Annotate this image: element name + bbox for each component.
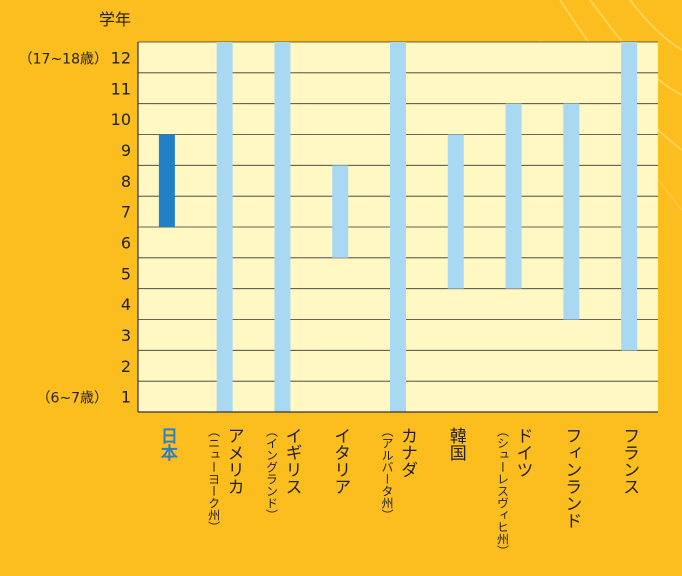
- bar: [563, 103, 580, 320]
- x-category-label: ドイツ（シューレスヴィヒ州）: [496, 425, 533, 557]
- bar: [505, 103, 522, 289]
- y-tick-label: 2: [121, 357, 131, 376]
- x-category-labels: 日本 アメリカ（ニューヨーク州） イギリス（イングランド） イタリア カナダ（アルバータ…: [157, 425, 639, 557]
- y-tick-labels: 1 （6~7歳） 2 3 4 5 6 7 8 9 10 11 12（17~18歳）: [19, 48, 131, 406]
- y-tick-note: （6~7歳）: [36, 391, 108, 407]
- category-name: 韓国: [446, 427, 467, 461]
- x-category-label: 日本: [157, 427, 178, 462]
- x-category-label: アメリカ（ニューヨーク州）: [207, 425, 244, 533]
- bar: [390, 42, 406, 412]
- x-category-label: 韓国: [446, 427, 467, 461]
- category-subname: （イングランド）: [264, 425, 278, 521]
- bar: [332, 165, 349, 258]
- y-tick-label: 1: [121, 388, 131, 407]
- bars: [158, 42, 638, 412]
- x-category-label: フィンランド: [561, 427, 581, 529]
- bar: [621, 42, 638, 351]
- category-name: 日本: [157, 427, 178, 462]
- y-tick-label: 6: [121, 233, 131, 252]
- y-tick-label: 12: [111, 48, 131, 67]
- x-category-label: フランス: [619, 427, 639, 495]
- bar: [447, 134, 464, 289]
- x-category-label: カナダ（アルバータ州）: [380, 425, 417, 521]
- category-subname: （ニューヨーク州）: [207, 425, 221, 533]
- y-tick-label: 5: [121, 264, 131, 283]
- category-name: イタリア: [330, 427, 350, 495]
- y-tick-label: 3: [121, 326, 131, 345]
- category-name: フィンランド: [561, 427, 581, 529]
- bar: [158, 134, 175, 227]
- y-tick-label: 11: [111, 79, 131, 98]
- category-name: フランス: [619, 427, 639, 495]
- category-subname: （アルバータ州）: [380, 425, 394, 521]
- bar: [216, 42, 233, 412]
- y-tick-label: 10: [111, 110, 131, 129]
- y-tick-label: 4: [121, 295, 131, 314]
- category-subname: （シューレスヴィヒ州）: [496, 425, 510, 557]
- axis-lines: [137, 42, 658, 413]
- category-name: アメリカ: [224, 427, 244, 495]
- y-tick-label: 8: [121, 172, 131, 191]
- category-name: イギリス: [281, 427, 301, 495]
- x-category-label: イタリア: [330, 427, 350, 495]
- y-tick-note: （17~18歳）: [19, 51, 108, 67]
- category-name: カナダ: [397, 427, 417, 478]
- y-tick-label: 9: [121, 141, 131, 160]
- x-category-label: イギリス（イングランド）: [264, 425, 301, 521]
- category-name: ドイツ: [513, 427, 533, 478]
- y-tick-label: 7: [121, 203, 131, 222]
- y-axis-title: 学年: [99, 10, 131, 29]
- bar: [274, 42, 291, 412]
